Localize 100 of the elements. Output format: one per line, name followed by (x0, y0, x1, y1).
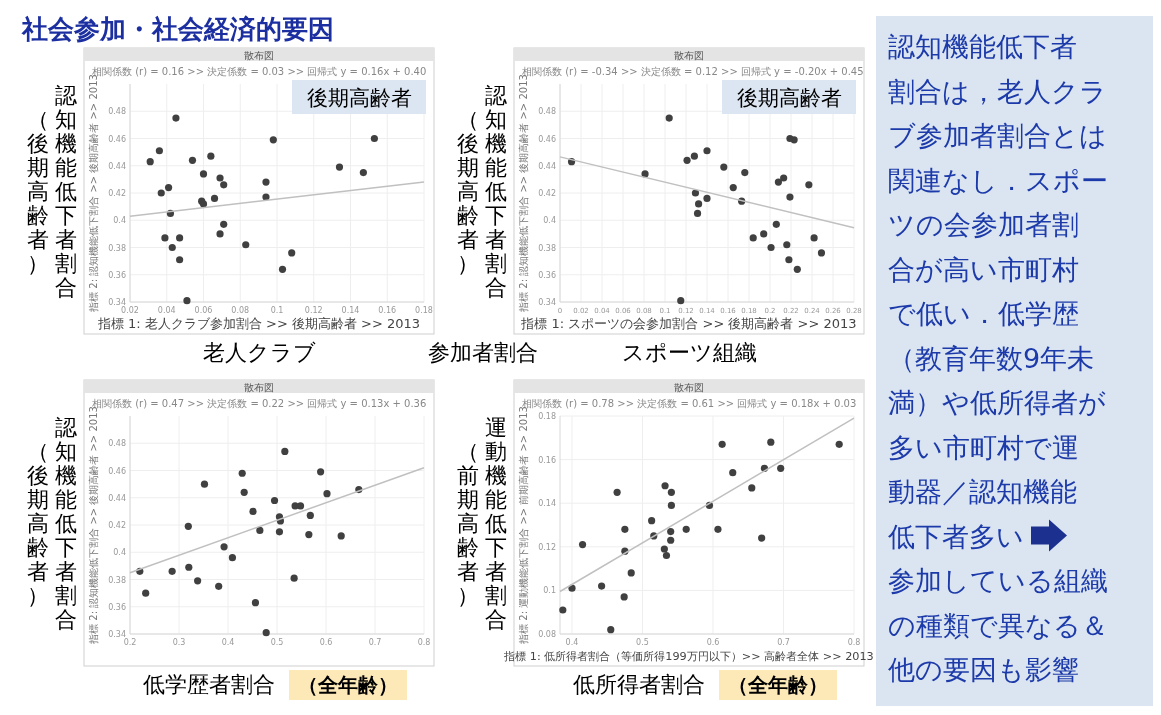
x-tick-label: 0.8 (417, 638, 431, 647)
point (359, 168, 367, 177)
point (607, 626, 615, 634)
y-tick-label: 0.4 (543, 216, 556, 226)
point (667, 536, 675, 544)
point (774, 178, 782, 186)
y-tick-label: 0.12 (538, 542, 556, 552)
point (613, 488, 621, 496)
point (790, 136, 798, 144)
x-tick-label: 0.02 (121, 306, 139, 315)
point (210, 194, 219, 203)
y-tick-label: 0.46 (108, 134, 126, 144)
point (690, 152, 698, 160)
point (620, 593, 628, 601)
point (760, 230, 768, 238)
y-tick-label: 0.38 (538, 243, 556, 253)
text: 多い市町村で運 (888, 431, 1079, 463)
point (648, 517, 656, 525)
text: 認知機能低下者 (888, 31, 1077, 62)
point (835, 440, 843, 448)
text: 社会参加・社会経済的要因 (21, 14, 334, 44)
point (146, 158, 154, 166)
point (176, 234, 184, 242)
text: 低下者多い (888, 520, 1024, 552)
point (661, 482, 669, 490)
text: 動器／認知機能 (888, 476, 1077, 507)
point (767, 243, 775, 252)
y-tick-label: 0.14 (538, 499, 556, 509)
text: 参加者割合 (428, 340, 538, 365)
x-tick-label: 0.08 (231, 306, 250, 315)
point (693, 209, 702, 218)
point (627, 569, 635, 577)
point (323, 490, 331, 498)
point (168, 243, 176, 252)
point (220, 220, 228, 228)
x-tick-label: 0.8 (847, 638, 861, 647)
point (758, 534, 766, 542)
y-tick-label: 0.4 (113, 216, 126, 226)
y-tick-label: 0.16 (538, 455, 556, 465)
chart-subtitle: 相関係数 (r) = -0.34 >> 決定係数 = 0.12 >> 回帰式 y = -0.20x + 0.45 (522, 66, 864, 77)
point (168, 567, 176, 575)
point (249, 507, 257, 515)
text: （教育年数9年未 (888, 342, 1095, 374)
point (306, 511, 314, 520)
point (695, 200, 703, 208)
point (281, 447, 289, 456)
point (155, 147, 163, 155)
y-tick-label: 0.42 (108, 189, 126, 198)
y-tick-label: 0.34 (108, 630, 126, 639)
text: 他の要因も影響 (888, 654, 1079, 685)
point (194, 577, 202, 585)
y-tick-label: 0.48 (538, 107, 556, 117)
text: 関連なし．スポー (888, 164, 1108, 196)
point (238, 469, 246, 477)
point (691, 189, 700, 197)
point (296, 502, 305, 510)
point (251, 599, 260, 607)
point (729, 469, 737, 477)
point (810, 234, 818, 242)
x-tick-label: 0.5 (636, 638, 649, 647)
y-tick-label: 0.42 (538, 189, 556, 198)
point (777, 464, 785, 472)
annotation: 後期高齢者 (306, 86, 412, 110)
point (200, 480, 209, 488)
x-tick-label: 0.1 (270, 306, 284, 315)
point (185, 563, 193, 571)
x-tick-label: 0.06 (194, 306, 213, 315)
chart-subtitle: 相関係数 (r) = 0.78 >> 決定係数 = 0.61 >> 回帰式 y = 0.18x + 0.03 (522, 398, 857, 409)
point (220, 181, 228, 189)
x-axis-title: 指標 1: 低所得者割合（等価所得199万円以下）>> 高齢者全体 >> 2013 (503, 650, 874, 663)
y-tick-label: 0.44 (108, 493, 126, 503)
point (729, 183, 737, 192)
text: スポーツ組織 (621, 340, 757, 365)
point (242, 241, 250, 249)
x-axis-title: 指標 1: スポーツの会参加割合 >> 後期高齢者 >> 2013 (520, 316, 857, 331)
y-tick-label: 0.42 (108, 521, 126, 530)
point (783, 241, 791, 249)
text: （後期高齢者） (27, 107, 49, 276)
x-tick-label: 0.4 (221, 638, 235, 647)
point (216, 174, 224, 182)
text: 低所得者割合 (573, 672, 705, 697)
point (817, 249, 826, 257)
point (188, 156, 197, 164)
chart-title: 散布図 (674, 50, 704, 61)
x-axis-title: 指標 1: 老人クラブ参加割合 >> 後期高齢者 >> 2013 (96, 316, 421, 331)
point (718, 440, 726, 448)
y-tick-label: 0.38 (108, 575, 126, 585)
y-tick-label: 0.36 (108, 602, 126, 612)
text: ツの会参加者割 (888, 209, 1079, 240)
x-tick-label: 0.14 (341, 306, 360, 315)
point (667, 488, 675, 496)
point (290, 574, 298, 582)
point (335, 163, 344, 171)
text: （後期高齢者） (457, 107, 479, 276)
text: （後期高齢者） (27, 439, 49, 608)
point (278, 265, 287, 273)
y-tick-label: 0.08 (538, 630, 556, 639)
point (793, 265, 801, 273)
y-tick-label: 0.1 (543, 586, 556, 596)
point (720, 163, 728, 171)
